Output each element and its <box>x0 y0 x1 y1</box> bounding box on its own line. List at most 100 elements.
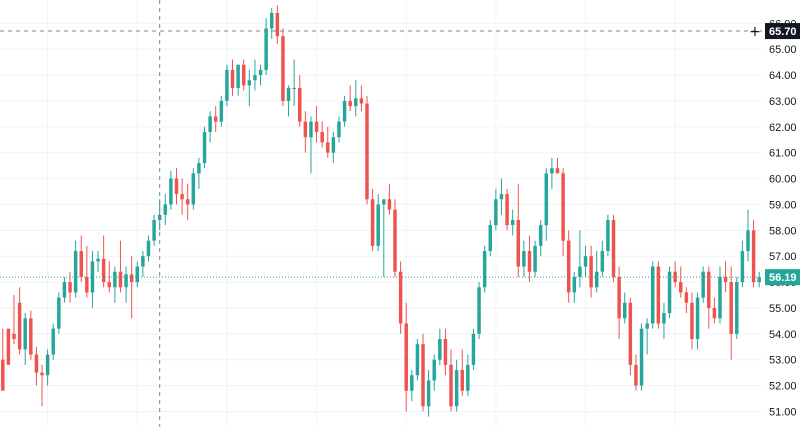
candle-body <box>174 178 179 195</box>
candle-body <box>73 251 78 293</box>
candle-body <box>712 307 717 319</box>
candle-body <box>566 240 571 293</box>
candle-body <box>146 240 151 257</box>
candle-body <box>466 364 470 391</box>
y-tick-label: 64.00 <box>769 70 797 82</box>
candle-body <box>101 258 106 283</box>
y-tick-label: 55.00 <box>769 303 797 315</box>
y-tick-label: 52.00 <box>769 381 797 393</box>
candle-body <box>247 80 252 86</box>
candle-body <box>219 100 224 122</box>
candle-body <box>589 256 593 288</box>
candle-body <box>443 339 448 365</box>
candle-body <box>426 380 431 407</box>
candle-body <box>292 87 296 89</box>
candle-body <box>527 251 532 272</box>
y-tick-label: 65.00 <box>769 44 797 56</box>
candle-body <box>113 271 117 288</box>
y-tick-label: 61.00 <box>769 148 797 160</box>
candle-body <box>404 323 408 391</box>
candle-body <box>449 364 453 407</box>
candle-body <box>40 372 44 376</box>
candles <box>1 5 761 417</box>
candle-body <box>45 354 50 376</box>
candle-body <box>393 209 397 272</box>
candle-body <box>241 64 246 86</box>
candle-body <box>594 271 599 288</box>
candle-body <box>213 116 218 122</box>
candle-body <box>482 251 487 288</box>
candle-body <box>695 297 700 340</box>
candle-body <box>634 364 638 386</box>
last-price-tag <box>765 269 800 286</box>
candle-body <box>1 359 5 391</box>
candle-body <box>135 266 140 283</box>
candle-body <box>488 225 492 252</box>
candle-body <box>729 282 733 334</box>
candle-body <box>735 282 739 334</box>
candle-body <box>152 219 156 241</box>
candle-body <box>622 302 627 319</box>
candle-body <box>320 131 324 143</box>
candle-body <box>68 282 72 293</box>
candle-body <box>62 282 67 298</box>
candle-body <box>505 194 509 226</box>
candle-body <box>550 168 554 174</box>
candle-body <box>230 69 235 88</box>
crosshair-price-tag <box>765 23 800 40</box>
candle-body <box>202 131 207 164</box>
y-tick-label: 54.00 <box>769 329 797 341</box>
candle-body <box>628 302 633 365</box>
candle-body <box>606 219 610 252</box>
candle-body <box>253 75 257 81</box>
candle-body <box>538 225 543 246</box>
candle-body <box>651 266 655 324</box>
y-tick-label: 62.00 <box>769 122 797 134</box>
candle-body <box>684 292 689 303</box>
candle-body <box>667 271 672 314</box>
candle-body <box>264 28 268 70</box>
candle-body <box>225 69 229 101</box>
candle-body <box>370 199 375 246</box>
candle-body <box>129 274 134 283</box>
candle-body <box>600 251 605 272</box>
candle-body <box>494 199 498 226</box>
candle-body <box>169 178 173 205</box>
candle-body <box>337 121 341 138</box>
candle-body <box>96 258 100 262</box>
candle-body <box>421 344 425 407</box>
candle-body <box>707 271 711 308</box>
candle-body <box>751 230 756 283</box>
crosshair: + <box>0 0 762 427</box>
candle-body <box>348 100 352 107</box>
candle-body <box>185 199 190 205</box>
candle-body <box>163 204 168 215</box>
last-price-label: 56.19 <box>769 272 797 284</box>
candle-body <box>303 121 308 138</box>
candle-body <box>376 204 380 246</box>
candle-body <box>561 173 565 241</box>
candle-body <box>270 12 274 29</box>
candle-body <box>286 87 291 101</box>
y-tick-label: 63.00 <box>769 96 797 108</box>
candle-body <box>387 199 392 210</box>
candle-body <box>471 333 476 365</box>
candle-body <box>197 163 201 174</box>
candle-body <box>180 194 184 200</box>
candle-body <box>723 276 728 283</box>
candle-body <box>438 339 442 360</box>
candle-body <box>578 266 582 277</box>
candle-body <box>51 328 55 355</box>
y-tick-label: 59.00 <box>769 199 797 211</box>
candle-body <box>236 64 240 88</box>
candle-body <box>690 302 694 340</box>
candle-body <box>281 36 285 101</box>
candle-body <box>522 251 526 267</box>
crosshair-price-label: 65.70 <box>769 26 797 38</box>
candle-body <box>6 328 11 365</box>
candle-body <box>533 245 537 272</box>
candle-body <box>477 287 481 334</box>
candle-body <box>275 12 280 37</box>
candle-body <box>326 142 330 153</box>
